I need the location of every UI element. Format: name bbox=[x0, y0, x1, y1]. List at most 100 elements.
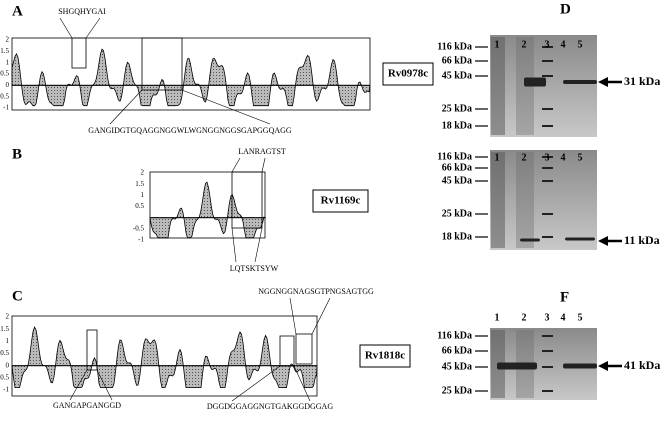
ladder-band bbox=[542, 390, 553, 392]
sequence: DGGDGGAGGNGTGAKGGDGGAG bbox=[207, 402, 333, 411]
y-tick-label: 0.5 bbox=[0, 70, 9, 78]
lane-number: 4 bbox=[561, 39, 566, 50]
callout-line bbox=[289, 297, 297, 335]
panel-label: B bbox=[12, 146, 22, 162]
region-box bbox=[279, 335, 295, 367]
y-tick-label: 1 bbox=[141, 191, 145, 199]
sequence: GANGAPGANGGD bbox=[53, 401, 121, 410]
callout-line bbox=[311, 297, 331, 335]
gel-lane bbox=[491, 152, 505, 248]
lane-number: 5 bbox=[578, 152, 583, 163]
y-tick-label: 0.5 bbox=[135, 202, 144, 210]
y-tick-label: 2 bbox=[6, 313, 10, 321]
y-tick-label: 1.5 bbox=[0, 325, 9, 333]
callout-line bbox=[59, 17, 73, 39]
marker-label: 116 kDa bbox=[437, 151, 472, 162]
band-size: 31 kDa bbox=[624, 74, 660, 88]
gel-image bbox=[490, 150, 597, 250]
y-tick-label: 0 bbox=[6, 81, 10, 89]
y-tick-label: -1 bbox=[3, 386, 9, 394]
ladder-band bbox=[542, 167, 553, 169]
plot-frame bbox=[149, 171, 266, 239]
lane-number: 5 bbox=[578, 39, 583, 50]
callout-line bbox=[109, 89, 143, 125]
y-tick-label: -1 bbox=[3, 104, 9, 112]
band-arrowhead bbox=[598, 361, 608, 371]
marker-label: 25 kDa bbox=[442, 208, 472, 219]
ladder-band bbox=[542, 46, 553, 48]
marker-label: 45 kDa bbox=[442, 175, 472, 186]
callout-line bbox=[69, 369, 88, 401]
lane-number: 2 bbox=[522, 39, 527, 50]
sequence: SHGQHYGAI bbox=[58, 7, 106, 16]
protein-box bbox=[312, 189, 369, 213]
callout-line bbox=[261, 157, 266, 173]
gel-lane bbox=[516, 152, 534, 248]
region-box bbox=[86, 329, 98, 371]
marker-label: 18 kDa bbox=[442, 120, 472, 131]
lane-number: 4 bbox=[561, 312, 566, 323]
ladder-band bbox=[542, 236, 553, 238]
band-arrowhead bbox=[598, 77, 608, 87]
protein-band bbox=[497, 362, 537, 370]
y-tick-label: 0.5 bbox=[0, 349, 9, 357]
y-tick-label: 1 bbox=[6, 58, 10, 66]
y-tick-label: 0 bbox=[6, 361, 10, 369]
y-tick-label: 2 bbox=[6, 36, 10, 44]
ladder-band bbox=[542, 213, 553, 215]
ladder-band bbox=[542, 75, 553, 77]
hydropathy-trace bbox=[11, 48, 371, 107]
panel-label: F bbox=[560, 289, 569, 305]
protein-band bbox=[524, 77, 546, 87]
marker-label: 18 kDa bbox=[442, 231, 472, 242]
ladder-band bbox=[542, 156, 553, 158]
callout-line bbox=[254, 227, 263, 263]
callout-line bbox=[231, 157, 241, 173]
marker-label: 25 kDa bbox=[442, 103, 472, 114]
protein-band bbox=[520, 238, 540, 242]
y-tick-label: 1.5 bbox=[0, 47, 9, 55]
protein-box bbox=[382, 62, 434, 86]
band-arrowhead bbox=[598, 236, 608, 246]
lane-number: 3 bbox=[545, 152, 550, 163]
protein-name: Rv1818c bbox=[365, 350, 405, 362]
region-box bbox=[231, 171, 263, 229]
marker-label: 45 kDa bbox=[442, 361, 472, 372]
ladder-band bbox=[542, 108, 553, 110]
lane-number: 2 bbox=[522, 312, 527, 323]
marker-label: 116 kDa bbox=[437, 41, 472, 52]
lane-number: 1 bbox=[495, 39, 500, 50]
ladder-band bbox=[542, 335, 553, 337]
protein-name: Rv1169c bbox=[321, 195, 361, 207]
y-tick-label: -1 bbox=[138, 236, 144, 244]
sequence: GANGIDGTGQAGGNGGWLWGNGGNGGSGAPGGQAGG bbox=[88, 126, 292, 135]
region-box bbox=[295, 333, 313, 365]
panel-label: A bbox=[12, 3, 23, 19]
marker-label: 25 kDa bbox=[442, 385, 472, 396]
plot-frame bbox=[11, 315, 318, 397]
sequence: LANRAGTST bbox=[238, 147, 286, 156]
callout-line bbox=[293, 365, 311, 402]
lane-number: 5 bbox=[578, 312, 583, 323]
y-tick-label: 1.5 bbox=[135, 180, 144, 188]
lane-number: 4 bbox=[561, 152, 566, 163]
gel-lane bbox=[491, 37, 505, 135]
marker-label: 116 kDa bbox=[437, 330, 472, 341]
ladder-band bbox=[542, 125, 553, 127]
marker-label: 45 kDa bbox=[442, 70, 472, 81]
lane-number: 1 bbox=[495, 152, 500, 163]
callout-line bbox=[231, 365, 281, 402]
hydropathy-trace bbox=[11, 326, 318, 388]
protein-band bbox=[563, 80, 597, 84]
callout-line bbox=[85, 17, 101, 39]
y-tick-label: 2 bbox=[141, 169, 145, 177]
hydropathy-trace bbox=[149, 181, 267, 239]
lane-number: 3 bbox=[545, 312, 550, 323]
y-tick-label: -0.5 bbox=[0, 92, 9, 100]
marker-label: 66 kDa bbox=[442, 55, 472, 66]
callout-line bbox=[181, 89, 271, 125]
region-box bbox=[71, 37, 87, 69]
ladder-band bbox=[542, 180, 553, 182]
